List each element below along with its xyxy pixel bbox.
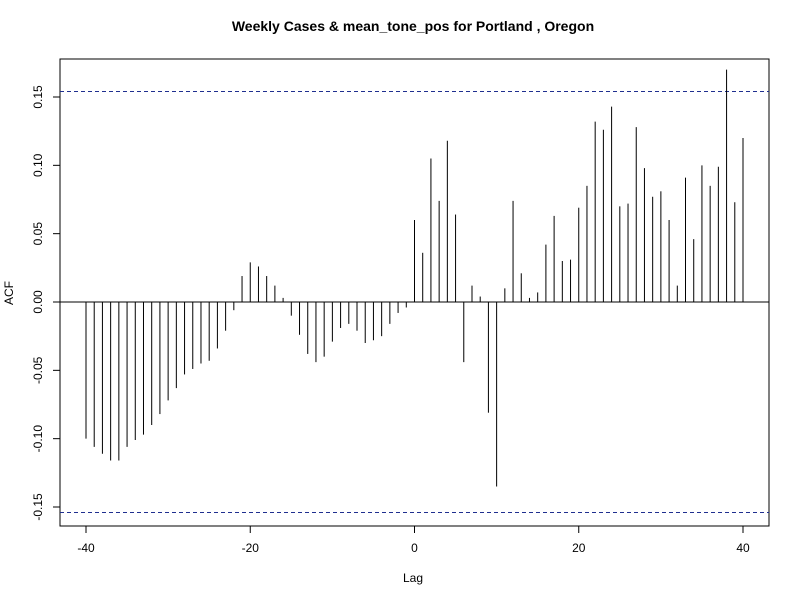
- y-tick-label: 0.10: [31, 153, 45, 177]
- y-tick-label: 0.00: [31, 290, 45, 314]
- y-axis: -0.15 -0.10 -0.05 0.00 0.05 0.10 0.15: [31, 85, 60, 521]
- y-axis-label: ACF: [2, 281, 16, 305]
- x-axis: -40 -20 0 20 40: [77, 526, 750, 555]
- y-tick-label: -0.15: [31, 493, 45, 521]
- x-tick-label: 20: [572, 541, 586, 555]
- y-tick-label: 0.05: [31, 222, 45, 246]
- x-tick-label: 0: [411, 541, 418, 555]
- confidence-lines: [60, 91, 769, 513]
- y-tick-label: -0.10: [31, 425, 45, 453]
- chart-title: Weekly Cases & mean_tone_pos for Portlan…: [232, 18, 594, 34]
- x-tick-label: 40: [736, 541, 750, 555]
- acf-bars: [85, 69, 744, 487]
- x-tick-label: -40: [77, 541, 95, 555]
- y-tick-label: 0.15: [31, 85, 45, 109]
- y-tick-label: -0.05: [31, 356, 45, 384]
- x-tick-label: -20: [242, 541, 260, 555]
- x-axis-label: Lag: [403, 571, 423, 585]
